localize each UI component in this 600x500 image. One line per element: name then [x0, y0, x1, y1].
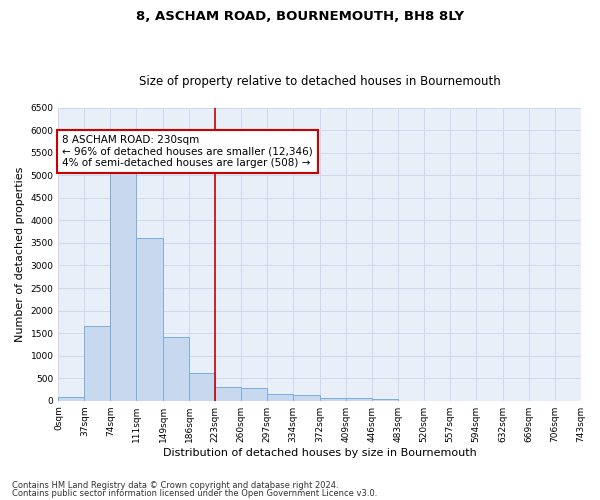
Bar [136, 238, 163, 400]
Title: Size of property relative to detached houses in Bournemouth: Size of property relative to detached ho… [139, 76, 500, 88]
Bar [85, 326, 110, 400]
Bar [215, 387, 241, 400]
Bar [267, 394, 293, 400]
Bar [241, 388, 267, 400]
Text: Contains public sector information licensed under the Open Government Licence v3: Contains public sector information licen… [12, 488, 377, 498]
Text: 8 ASCHAM ROAD: 230sqm
← 96% of detached houses are smaller (12,346)
4% of semi-d: 8 ASCHAM ROAD: 230sqm ← 96% of detached … [62, 135, 313, 168]
Bar [58, 398, 85, 400]
X-axis label: Distribution of detached houses by size in Bournemouth: Distribution of detached houses by size … [163, 448, 476, 458]
Bar [163, 336, 189, 400]
Bar [293, 396, 320, 400]
Text: 8, ASCHAM ROAD, BOURNEMOUTH, BH8 8LY: 8, ASCHAM ROAD, BOURNEMOUTH, BH8 8LY [136, 10, 464, 23]
Bar [346, 398, 372, 400]
Bar [110, 173, 136, 400]
Bar [189, 373, 215, 400]
Bar [320, 398, 346, 400]
Y-axis label: Number of detached properties: Number of detached properties [15, 166, 25, 342]
Bar [372, 398, 398, 400]
Text: Contains HM Land Registry data © Crown copyright and database right 2024.: Contains HM Land Registry data © Crown c… [12, 481, 338, 490]
